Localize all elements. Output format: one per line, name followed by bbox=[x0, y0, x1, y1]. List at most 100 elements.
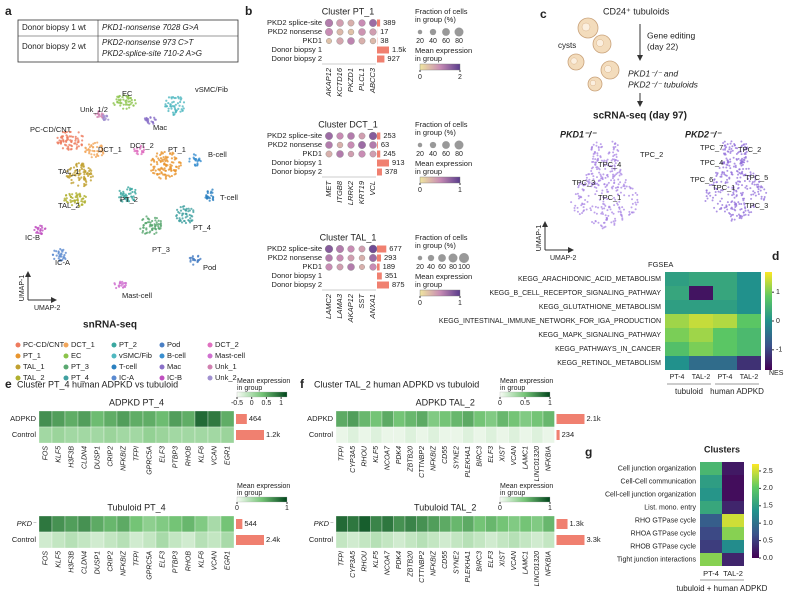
count-bar bbox=[377, 245, 387, 253]
cell-dot bbox=[600, 177, 603, 180]
legend-title: Mean expression bbox=[415, 272, 472, 281]
cell-dot bbox=[196, 163, 199, 166]
legend-label: Mast-cell bbox=[215, 351, 245, 360]
cell-dot bbox=[123, 194, 126, 197]
gene-label: CYP3A5 bbox=[350, 446, 357, 473]
row-label: RHOB GTPase cycle bbox=[630, 543, 696, 550]
cell-dot bbox=[577, 186, 580, 189]
size-key bbox=[448, 253, 458, 263]
column-label: TAL-2 bbox=[692, 374, 711, 381]
cell-dot bbox=[612, 148, 615, 151]
cell-dot bbox=[610, 179, 613, 182]
dot bbox=[336, 132, 344, 140]
colorbar-label: NES bbox=[769, 370, 784, 377]
cell-dot bbox=[101, 151, 105, 154]
cell-dot bbox=[582, 206, 585, 209]
gene-label: DUSP1 bbox=[94, 551, 101, 574]
legend-label: TAL_2 bbox=[23, 373, 45, 382]
cell-dot bbox=[80, 164, 83, 167]
cell-dot bbox=[607, 214, 610, 217]
cell-dot bbox=[75, 169, 78, 172]
cluster-label: T-cell bbox=[220, 193, 238, 202]
cell-dot bbox=[599, 173, 602, 176]
count-bar bbox=[377, 46, 389, 54]
legend-swatch bbox=[111, 353, 117, 359]
cell-dot bbox=[576, 192, 579, 195]
cell-dot bbox=[158, 176, 161, 179]
cell-dot bbox=[121, 283, 124, 286]
cell-dot bbox=[726, 159, 729, 162]
tubuloid-core bbox=[570, 57, 578, 65]
legend-swatch bbox=[111, 364, 117, 370]
cell-dot bbox=[636, 201, 639, 204]
cell-dot bbox=[36, 230, 39, 233]
cell-dot bbox=[90, 153, 93, 156]
gene-label: AKAP12 bbox=[324, 67, 333, 97]
cell-dot bbox=[583, 203, 586, 206]
heat-cell bbox=[722, 553, 744, 566]
heat-cell bbox=[689, 328, 713, 342]
colorbar bbox=[499, 496, 551, 503]
legend-title: Mean expression bbox=[500, 483, 553, 490]
cell-dot bbox=[167, 96, 171, 99]
cell-dot bbox=[142, 224, 145, 227]
cell-dot bbox=[602, 160, 605, 163]
cell-dot bbox=[57, 250, 60, 253]
colorbar bbox=[419, 63, 461, 71]
cell-dot bbox=[743, 214, 746, 217]
cell-dot bbox=[69, 144, 73, 147]
row-label: KEGG_ARACHIDONIC_ACID_METABOLISM bbox=[518, 276, 661, 283]
cell-dot bbox=[579, 181, 582, 184]
heat-cell bbox=[542, 410, 555, 428]
cell-dot bbox=[619, 211, 622, 214]
cell-dot bbox=[740, 217, 743, 220]
dot bbox=[325, 132, 333, 140]
heat-cell bbox=[77, 515, 92, 533]
cell-dot bbox=[157, 225, 160, 228]
cell-dot bbox=[612, 173, 615, 176]
count-label: 464 bbox=[249, 414, 262, 423]
dot bbox=[369, 254, 377, 262]
gene-label: LINC01320 bbox=[534, 551, 541, 587]
cell-dot bbox=[178, 165, 181, 168]
cell-dot bbox=[84, 170, 87, 173]
cell-dot bbox=[78, 168, 81, 172]
cell-dot bbox=[176, 208, 179, 211]
heat-cell bbox=[358, 410, 371, 428]
cell-dot bbox=[718, 208, 721, 211]
cell-dot bbox=[753, 176, 756, 179]
cell-dot bbox=[182, 107, 185, 110]
cell-dot bbox=[97, 154, 100, 158]
cell-dot bbox=[593, 211, 596, 214]
cell-dot bbox=[620, 186, 623, 189]
legend-tick: 0 bbox=[418, 187, 422, 194]
column-label: PT-4 bbox=[718, 374, 733, 381]
cell-dot bbox=[705, 191, 708, 194]
cell-dot bbox=[72, 166, 76, 169]
cell-dot bbox=[621, 218, 624, 221]
count-label: 913 bbox=[392, 158, 405, 167]
cell-dot bbox=[739, 159, 742, 162]
cell-dot bbox=[718, 166, 721, 169]
cell-dot bbox=[734, 206, 737, 209]
cell-dot bbox=[53, 257, 56, 260]
cell-dot bbox=[133, 99, 137, 102]
cell-dot bbox=[98, 113, 101, 116]
cell-dot bbox=[602, 200, 605, 203]
legend-tick: 20 bbox=[416, 264, 424, 271]
heat-cell bbox=[531, 410, 544, 428]
legend-label: IC-B bbox=[167, 373, 182, 382]
legend-swatch bbox=[159, 364, 165, 370]
cell-dot bbox=[82, 184, 86, 188]
cell-dot bbox=[752, 193, 755, 196]
legend-tick: 0 bbox=[418, 300, 422, 307]
count-bar bbox=[556, 414, 585, 424]
cell-dot bbox=[735, 152, 738, 155]
cell-dot bbox=[179, 96, 182, 99]
gene-label: RHOB bbox=[185, 446, 192, 467]
cell-dot bbox=[632, 211, 635, 214]
heat-cell bbox=[519, 426, 532, 444]
dot bbox=[358, 150, 366, 158]
dot bbox=[324, 244, 334, 254]
count-label: 351 bbox=[385, 271, 398, 280]
